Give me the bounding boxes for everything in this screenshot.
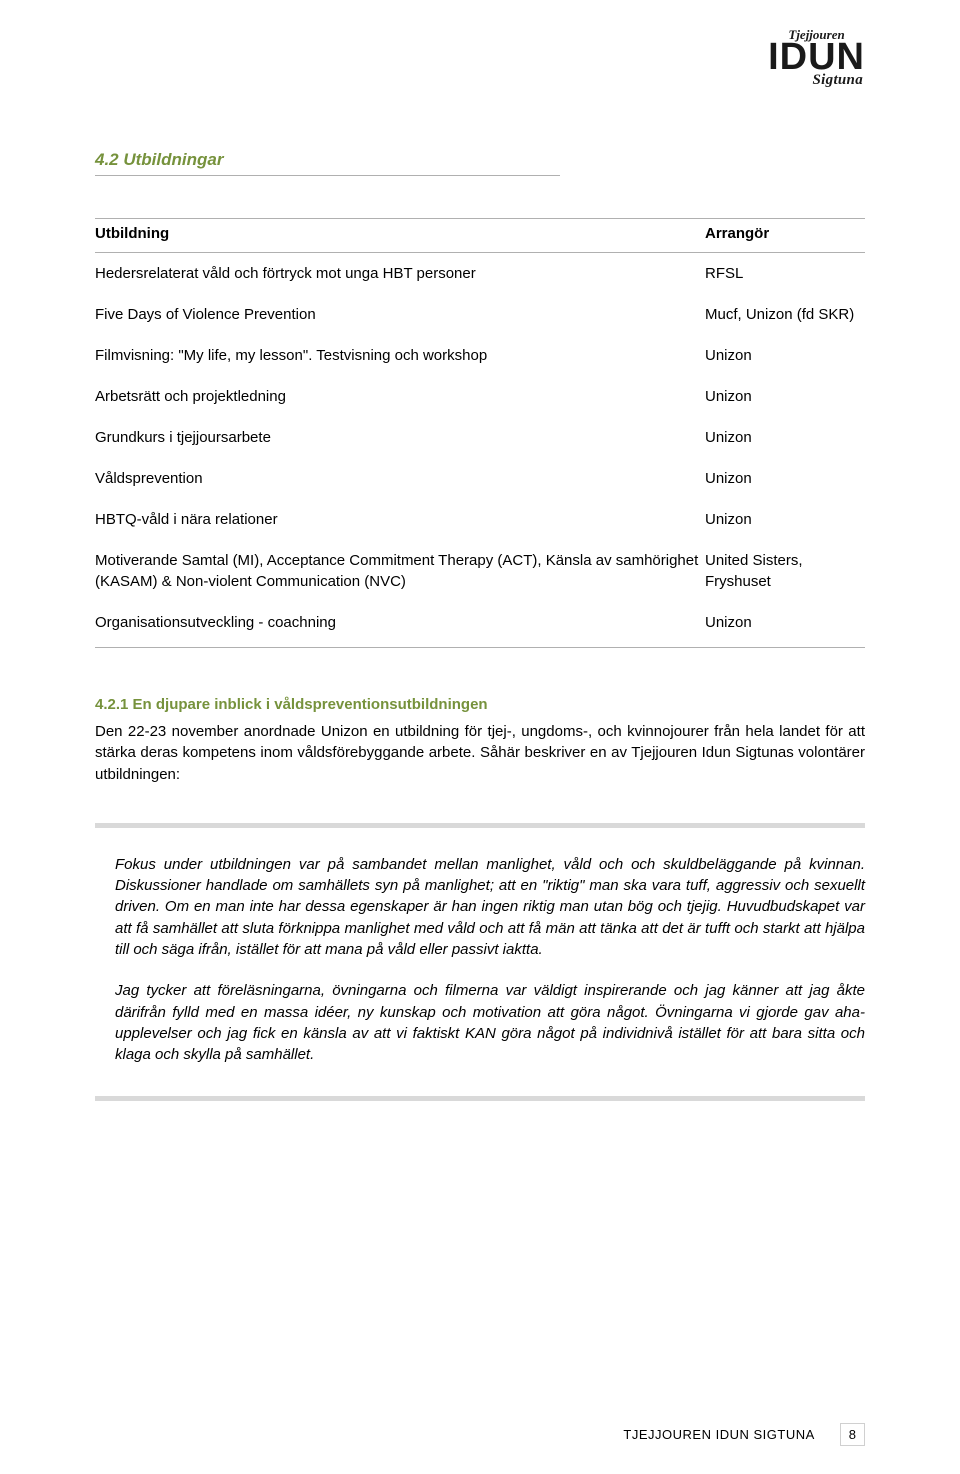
training-name: Våldsprevention — [95, 458, 705, 499]
trainings-table: Utbildning Arrangör Hedersrelaterat våld… — [95, 218, 865, 648]
training-name: Hedersrelaterat våld och förtryck mot un… — [95, 253, 705, 295]
training-name: Five Days of Violence Prevention — [95, 294, 705, 335]
table-header-row: Utbildning Arrangör — [95, 219, 865, 253]
footer-label: TJEJJOUREN IDUN SIGTUNA — [623, 1427, 814, 1442]
quote-paragraph-1: Fokus under utbildningen var på sambande… — [115, 854, 865, 960]
logo: Tjejjouren IDUN Sigtuna — [768, 28, 865, 88]
training-organizer: Unizon — [705, 376, 865, 417]
training-organizer: Unizon — [705, 417, 865, 458]
section-heading: 4.2 Utbildningar — [95, 150, 865, 170]
training-organizer: Unizon — [705, 499, 865, 540]
heading-underline — [95, 175, 560, 176]
table-header-left: Utbildning — [95, 219, 705, 253]
training-organizer: RFSL — [705, 253, 865, 295]
training-name: Organisationsutveckling - coachning — [95, 602, 705, 648]
training-organizer: United Sisters, Fryshuset — [705, 540, 865, 602]
subsection-heading: 4.2.1 En djupare inblick i våldspreventi… — [95, 696, 865, 713]
table-row: Motiverande Samtal (MI), Acceptance Comm… — [95, 540, 865, 602]
training-name: Motiverande Samtal (MI), Acceptance Comm… — [95, 540, 705, 602]
training-organizer: Mucf, Unizon (fd SKR) — [705, 294, 865, 335]
quote-block: Fokus under utbildningen var på sambande… — [95, 823, 865, 1101]
training-organizer: Unizon — [705, 602, 865, 648]
table-row: Five Days of Violence Prevention Mucf, U… — [95, 294, 865, 335]
page-number: 8 — [840, 1423, 865, 1446]
logo-main-text: IDUN — [768, 41, 865, 73]
quote-paragraph-2: Jag tycker att föreläsningarna, övningar… — [115, 980, 865, 1065]
table-row: Grundkurs i tjejjoursarbete Unizon — [95, 417, 865, 458]
page-footer: TJEJJOUREN IDUN SIGTUNA 8 — [623, 1423, 865, 1446]
table-row: HBTQ-våld i nära relationer Unizon — [95, 499, 865, 540]
training-organizer: Unizon — [705, 458, 865, 499]
training-name: HBTQ-våld i nära relationer — [95, 499, 705, 540]
training-name: Grundkurs i tjejjoursarbete — [95, 417, 705, 458]
training-organizer: Unizon — [705, 335, 865, 376]
subsection-paragraph: Den 22-23 november anordnade Unizon en u… — [95, 721, 865, 785]
table-header-right: Arrangör — [705, 219, 865, 253]
table-row: Våldsprevention Unizon — [95, 458, 865, 499]
training-name: Filmvisning: "My life, my lesson". Testv… — [95, 335, 705, 376]
table-row: Hedersrelaterat våld och förtryck mot un… — [95, 253, 865, 295]
training-name: Arbetsrätt och projektledning — [95, 376, 705, 417]
table-row: Organisationsutveckling - coachning Uniz… — [95, 602, 865, 648]
table-row: Arbetsrätt och projektledning Unizon — [95, 376, 865, 417]
table-row: Filmvisning: "My life, my lesson". Testv… — [95, 335, 865, 376]
